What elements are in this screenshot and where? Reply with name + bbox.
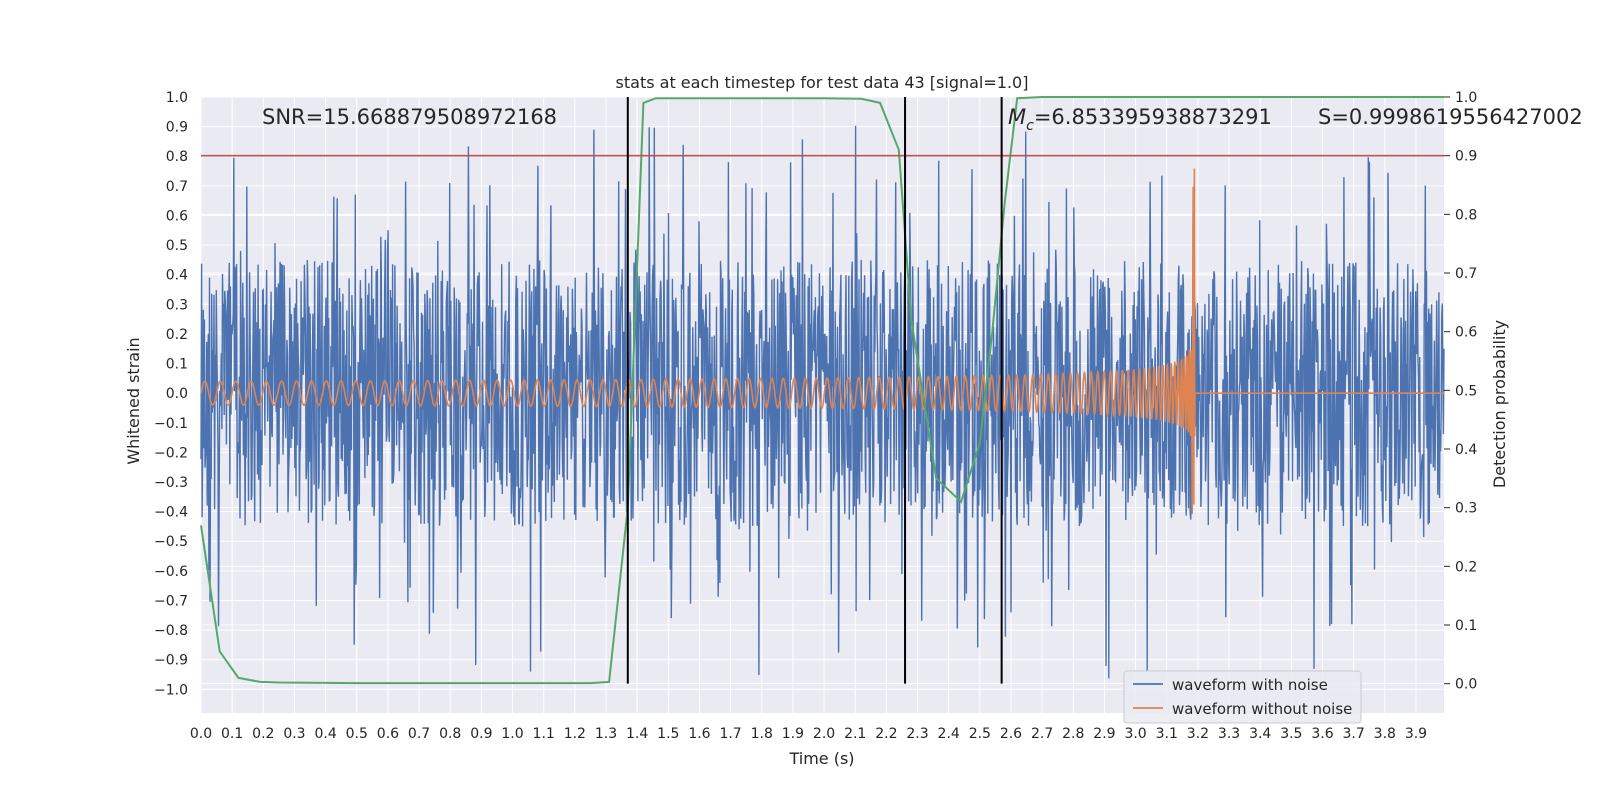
y-tick-label: −0.1 [154, 416, 188, 432]
detection-probability-line [200, 96, 1444, 685]
mc-annotation: Mc=6.853395938873291 [1008, 105, 1272, 134]
s-annotation: S=0.9998619556427002 [1318, 105, 1583, 129]
y-tick-label: −1.0 [154, 682, 188, 698]
x-tick-label: 3.9 [1405, 726, 1427, 742]
x-tick-label: 0.5 [346, 726, 368, 742]
y-tick-label: 0.8 [166, 149, 188, 165]
x-tick-label: 0.6 [377, 726, 399, 742]
y-tick-label: 0.5 [166, 238, 188, 254]
y-tick-label: 0.7 [166, 179, 188, 195]
x-tick-label: 1.8 [751, 726, 773, 742]
x-tick-label: 2.9 [1093, 726, 1115, 742]
y-axis-ticks: 1.0 0.9 0.8 0.7 0.6 0.5 0.4 0.3 0.2 0.1 0.0 −0.1 −0.… [154, 90, 188, 698]
mc-value: =6.853395938873291 [1034, 105, 1272, 129]
x-tick-label: 1.6 [688, 726, 710, 742]
y-tick-label: 0.1 [166, 357, 188, 373]
y2-tick-label: 0.8 [1455, 207, 1477, 223]
x-tick-label: 2.1 [844, 726, 866, 742]
y-tick-label: 0.6 [166, 208, 188, 224]
x-tick-label: 3.5 [1280, 726, 1302, 742]
x-tick-label: 2.7 [1031, 726, 1053, 742]
x-tick-label: 1.0 [501, 726, 523, 742]
legend: waveform with noise waveform without noi… [1123, 670, 1362, 724]
y2-tick-label: 0.9 [1455, 149, 1477, 165]
x-tick-label: 3.2 [1187, 726, 1209, 742]
x-tick-label: 0.3 [283, 726, 305, 742]
noise-waveform-line [200, 125, 1445, 679]
x-tick-label: 1.5 [657, 726, 679, 742]
x-tick-label: 3.6 [1311, 726, 1333, 742]
vertical-markers [626, 97, 1003, 684]
y-tick-label: −0.8 [154, 623, 188, 639]
y-tick-label: 0.3 [166, 297, 188, 313]
y-tick-label: 0.4 [166, 268, 188, 284]
y2-tick-label: 0.7 [1455, 266, 1477, 282]
x-tick-label: 2.6 [1000, 726, 1022, 742]
x-tick-label: 0.2 [252, 726, 274, 742]
x-tick-label: 2.3 [906, 726, 928, 742]
mc-subscript: c [1026, 118, 1034, 134]
y2-tick-label: 0.3 [1455, 501, 1477, 517]
x-tick-label: 0.4 [314, 726, 336, 742]
x-tick-label: 1.1 [533, 726, 555, 742]
y2-tick-label: 0.1 [1455, 618, 1477, 634]
x-tick-label: 3.3 [1218, 726, 1240, 742]
x-tick-label: 1.4 [626, 726, 648, 742]
legend-label-clean: waveform without noise [1172, 700, 1352, 718]
y-tick-label: −0.5 [154, 534, 188, 550]
y-tick-label: −0.3 [154, 475, 188, 491]
x-tick-label: 1.2 [564, 726, 586, 742]
y2-tick-label: 0.6 [1455, 325, 1477, 341]
x-tick-label: 1.7 [719, 726, 741, 742]
y-tick-label: 0.2 [166, 327, 188, 343]
y2-tick-label: 0.5 [1455, 383, 1477, 399]
x-tick-label: 0.8 [439, 726, 461, 742]
x-tick-label: 3.8 [1374, 726, 1396, 742]
clean-waveform-line [200, 168, 1444, 515]
y-tick-label: −0.2 [154, 445, 188, 461]
x-tick-label: 2.8 [1062, 726, 1084, 742]
y2-tick-label: 0.4 [1455, 442, 1477, 458]
y2-axis-label: Detection probability [1490, 320, 1509, 488]
x-tick-label: 0.9 [470, 726, 492, 742]
snr-annotation: SNR=15.668879508972168 [262, 105, 557, 129]
x-tick-label: 3.7 [1343, 726, 1365, 742]
y-axis-label: Whitened strain [124, 337, 143, 464]
waveform-without-noise-series [200, 168, 1444, 515]
y-tick-label: 0.0 [166, 386, 188, 402]
y-tick-label: −0.6 [154, 564, 188, 580]
x-tick-label: 1.9 [782, 726, 804, 742]
y2-axis-ticks: 1.0 0.9 0.8 0.7 0.6 0.5 0.4 0.3 0.2 0.1 0.0 [1444, 90, 1477, 693]
x-tick-label: 2.5 [969, 726, 991, 742]
x-axis-label: Time (s) [788, 749, 854, 768]
y-tick-label: 0.9 [166, 120, 188, 136]
x-tick-label: 3.0 [1124, 726, 1146, 742]
y-tick-label: −0.9 [154, 653, 188, 669]
x-tick-label: 0.7 [408, 726, 430, 742]
y-tick-label: 1.0 [166, 90, 188, 106]
mc-symbol: M [1008, 105, 1026, 129]
y-tick-label: −0.4 [154, 505, 188, 521]
legend-label-noise: waveform with noise [1172, 676, 1328, 694]
y2-tick-label: 0.2 [1455, 559, 1477, 575]
x-tick-label: 3.1 [1156, 726, 1178, 742]
x-tick-label: 3.4 [1249, 726, 1271, 742]
waveform-with-noise-series [200, 125, 1445, 679]
x-tick-label: 0.1 [221, 726, 243, 742]
x-tick-label: 2.0 [813, 726, 835, 742]
x-axis-ticks: 0.0 0.1 0.2 0.3 0.4 0.5 0.6 0.7 0.8 0.9 1.0 1.1 1.2 1… [190, 726, 1427, 742]
legend-box [1123, 670, 1362, 724]
y-tick-label: −0.7 [154, 593, 188, 609]
x-tick-label: 2.4 [938, 726, 960, 742]
y2-tick-label: 0.0 [1455, 677, 1477, 693]
detection-probability-series [200, 96, 1444, 685]
x-tick-label: 1.3 [595, 726, 617, 742]
y2-tick-label: 1.0 [1455, 90, 1477, 106]
x-tick-label: 0.0 [190, 726, 212, 742]
chart-title: stats at each timestep for test data 43 … [616, 73, 1029, 92]
x-tick-label: 2.2 [875, 726, 897, 742]
